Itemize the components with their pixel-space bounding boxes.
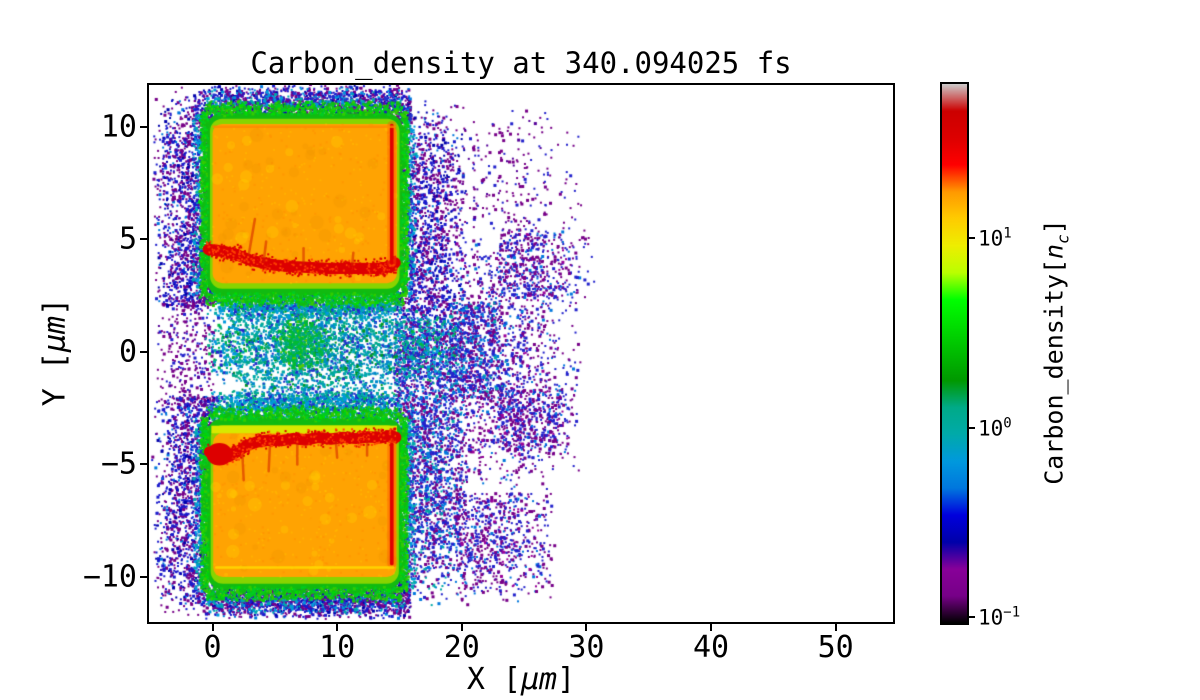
colorbar-label-text: Carbon_density[ bbox=[1039, 258, 1069, 485]
colorbar-tick bbox=[969, 236, 975, 239]
x-axis-unit: μm bbox=[521, 662, 558, 697]
colorbar-tick-label: 101 bbox=[978, 225, 1012, 251]
y-tick bbox=[140, 238, 147, 241]
x-tick-label: 10 bbox=[319, 630, 356, 665]
x-tick bbox=[460, 624, 463, 631]
x-axis-label-close: ] bbox=[557, 662, 576, 697]
x-tick-label: 30 bbox=[568, 630, 605, 665]
x-axis-label-text: X [ bbox=[466, 662, 521, 697]
colorbar-label-close: ] bbox=[1039, 219, 1069, 235]
x-axis-label: X [μm] bbox=[149, 662, 893, 697]
x-tick-label: 50 bbox=[817, 630, 854, 665]
y-tick-label: 5 bbox=[118, 221, 137, 257]
colorbar-tick bbox=[969, 616, 975, 619]
x-tick bbox=[710, 624, 713, 631]
chart-title: Carbon_density at 340.094025 fs bbox=[250, 46, 792, 80]
x-tick bbox=[336, 624, 339, 631]
y-axis-label-close: ] bbox=[37, 297, 73, 316]
colorbar-label-subscript: c bbox=[1053, 234, 1073, 244]
colorbar-label-variable: n bbox=[1039, 243, 1069, 259]
colorbar-gradient-canvas bbox=[942, 84, 967, 623]
x-tick bbox=[585, 624, 588, 631]
y-tick-label: −5 bbox=[100, 446, 137, 482]
y-tick bbox=[140, 575, 147, 578]
y-tick bbox=[140, 350, 147, 353]
colorbar-tick-label: 10−1 bbox=[978, 604, 1021, 630]
x-tick-label: 20 bbox=[443, 630, 480, 665]
y-tick bbox=[140, 463, 147, 466]
x-tick bbox=[834, 624, 837, 631]
plot-area-frame bbox=[147, 83, 895, 624]
colorbar-label: Carbon_density[nc] bbox=[1040, 219, 1073, 485]
y-tick-label: −10 bbox=[82, 559, 137, 595]
colorbar-frame bbox=[940, 82, 969, 625]
y-tick bbox=[140, 125, 147, 128]
y-tick-label: 0 bbox=[118, 334, 137, 370]
y-tick-label: 10 bbox=[100, 109, 137, 145]
x-tick-label: 40 bbox=[692, 630, 730, 665]
density-heatmap-canvas bbox=[149, 85, 893, 622]
x-tick-label: 0 bbox=[203, 630, 222, 665]
colorbar-tick bbox=[969, 426, 975, 429]
colorbar-tick-label: 100 bbox=[978, 415, 1012, 441]
x-tick bbox=[211, 624, 214, 631]
